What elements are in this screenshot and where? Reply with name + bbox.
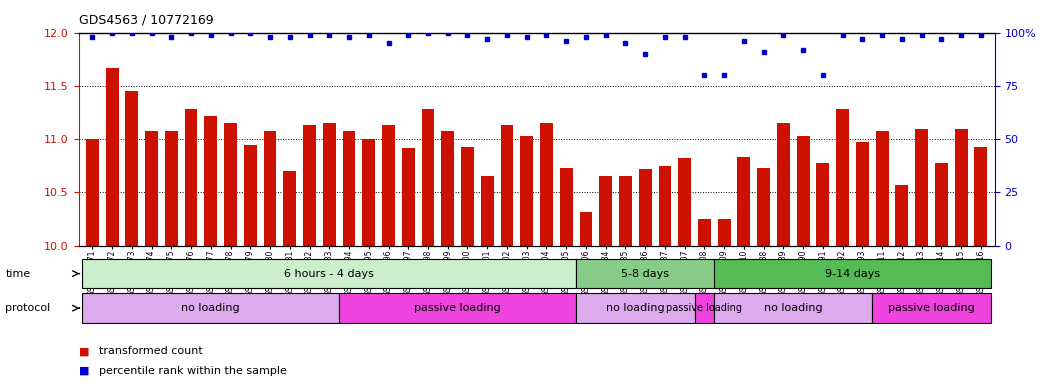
Bar: [659, 166, 671, 246]
Text: passive loading: passive loading: [415, 303, 500, 313]
Bar: [797, 136, 809, 246]
Text: ■: ■: [79, 366, 89, 376]
Text: time: time: [5, 269, 30, 279]
Bar: [146, 131, 158, 246]
Bar: [875, 131, 889, 246]
Text: 5-8 days: 5-8 days: [621, 268, 669, 279]
Bar: [86, 139, 98, 246]
Bar: [718, 219, 731, 246]
Bar: [165, 131, 178, 246]
Bar: [382, 125, 395, 246]
Bar: [184, 109, 198, 246]
Bar: [576, 293, 694, 323]
Bar: [915, 129, 928, 246]
Bar: [362, 139, 375, 246]
Bar: [576, 259, 714, 288]
Text: transformed count: transformed count: [99, 346, 203, 356]
Bar: [83, 259, 576, 288]
Bar: [975, 147, 987, 246]
Bar: [461, 147, 474, 246]
Text: percentile rank within the sample: percentile rank within the sample: [99, 366, 287, 376]
Bar: [402, 148, 415, 246]
Bar: [714, 293, 872, 323]
Bar: [580, 212, 593, 246]
Text: protocol: protocol: [5, 303, 50, 313]
Bar: [126, 91, 138, 246]
Text: no loading: no loading: [606, 303, 665, 313]
Bar: [935, 163, 948, 246]
Bar: [895, 185, 908, 246]
Text: no loading: no loading: [764, 303, 823, 313]
Bar: [599, 177, 612, 246]
Bar: [856, 142, 869, 246]
Bar: [342, 131, 355, 246]
Bar: [837, 109, 849, 246]
Bar: [698, 219, 711, 246]
Bar: [714, 259, 990, 288]
Text: ■: ■: [79, 346, 89, 356]
Bar: [872, 293, 990, 323]
Bar: [737, 157, 751, 246]
Bar: [83, 293, 339, 323]
Bar: [284, 171, 296, 246]
Text: 6 hours - 4 days: 6 hours - 4 days: [285, 268, 374, 279]
Bar: [694, 293, 714, 323]
Text: GDS4563 / 10772169: GDS4563 / 10772169: [79, 13, 214, 26]
Bar: [560, 168, 573, 246]
Bar: [757, 168, 770, 246]
Bar: [442, 131, 454, 246]
Bar: [481, 177, 493, 246]
Bar: [264, 131, 276, 246]
Bar: [817, 163, 829, 246]
Bar: [619, 177, 631, 246]
Bar: [106, 68, 118, 246]
Bar: [244, 144, 257, 246]
Text: passive loading: passive loading: [666, 303, 742, 313]
Bar: [540, 123, 553, 246]
Bar: [422, 109, 435, 246]
Text: no loading: no loading: [181, 303, 240, 313]
Bar: [224, 123, 237, 246]
Bar: [500, 125, 513, 246]
Bar: [955, 129, 967, 246]
Text: passive loading: passive loading: [888, 303, 975, 313]
Text: 9-14 days: 9-14 days: [825, 268, 881, 279]
Bar: [777, 123, 789, 246]
Bar: [322, 123, 336, 246]
Bar: [339, 293, 576, 323]
Bar: [678, 158, 691, 246]
Bar: [304, 125, 316, 246]
Bar: [520, 136, 533, 246]
Bar: [639, 169, 651, 246]
Bar: [204, 116, 217, 246]
